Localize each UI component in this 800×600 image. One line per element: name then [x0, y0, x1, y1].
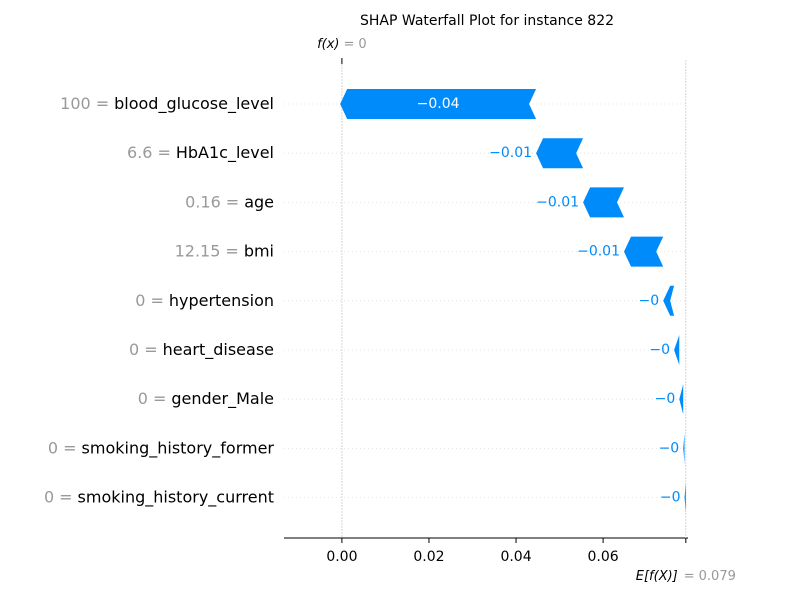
- ex-label: E[f(X)] = 0.079: [636, 569, 736, 584]
- value-label: −0: [639, 293, 660, 309]
- bar: [684, 482, 686, 513]
- value-label: −0: [660, 490, 681, 506]
- value-label: −0.04: [417, 96, 460, 112]
- ex-sep: =: [684, 569, 695, 584]
- fx-value: 0: [358, 37, 366, 52]
- feature-label: 100 = blood_glucose_level: [60, 94, 274, 114]
- bar: [663, 285, 675, 316]
- feature-label: 12.15 = bmi: [175, 241, 274, 260]
- feature-label: 0.16 = age: [185, 192, 274, 211]
- fx-sep: =: [344, 37, 355, 52]
- feature-value: 0: [135, 290, 145, 309]
- fx-label: f(x) = 0: [317, 37, 367, 52]
- bar: [674, 335, 680, 365]
- feature-value: 100: [60, 94, 91, 113]
- value-label: −0.01: [489, 145, 532, 161]
- feature-name: hypertension: [169, 290, 274, 309]
- feature-name: HbA1c_level: [176, 143, 274, 163]
- value-label: −0.01: [536, 194, 579, 210]
- feature-sep: =: [226, 192, 239, 211]
- x-tick-label: 0.02: [413, 549, 444, 565]
- feature-value: 6.6: [127, 143, 152, 162]
- value-label: −0: [655, 391, 676, 407]
- feature-name: smoking_history_former: [82, 438, 275, 458]
- feature-name: smoking_history_current: [78, 487, 274, 507]
- feature-sep: =: [96, 94, 109, 113]
- ex-value: 0.079: [699, 569, 736, 584]
- feature-name: heart_disease: [163, 340, 274, 360]
- bar: [536, 138, 584, 169]
- feature-sep: =: [157, 143, 170, 162]
- feature-label: 0 = heart_disease: [129, 340, 274, 360]
- feature-label: 0 = smoking_history_former: [48, 438, 274, 458]
- feature-value: 0: [48, 438, 58, 457]
- feature-value: 0: [44, 487, 54, 506]
- x-tick-label: 0.00: [326, 549, 357, 565]
- bar: [583, 187, 625, 218]
- feature-name: bmi: [244, 241, 274, 260]
- feature-value: 0: [138, 389, 148, 408]
- feature-sep: =: [59, 487, 72, 506]
- feature-sep: =: [144, 340, 157, 359]
- ex-name: E[f(X)]: [636, 569, 678, 584]
- feature-sep: =: [150, 290, 163, 309]
- feature-label: 6.6 = HbA1c_level: [127, 143, 274, 163]
- feature-sep: =: [225, 241, 238, 260]
- value-label: −0: [649, 342, 670, 358]
- x-tick-label: 0.06: [588, 549, 619, 565]
- value-label: −0.01: [577, 244, 620, 260]
- feature-value: 12.15: [175, 241, 221, 260]
- feature-name: age: [244, 192, 274, 211]
- feature-sep: =: [153, 389, 166, 408]
- feature-name: blood_glucose_level: [114, 94, 274, 114]
- feature-value: 0.16: [185, 192, 221, 211]
- x-tick-label: 0.04: [500, 549, 531, 565]
- bar: [683, 433, 685, 464]
- chart-title: SHAP Waterfall Plot for instance 822: [360, 13, 614, 29]
- feature-label: 0 = gender_Male: [138, 389, 274, 409]
- feature-sep: =: [63, 438, 76, 457]
- bar: [624, 236, 664, 267]
- feature-value: 0: [129, 340, 139, 359]
- bar: [340, 89, 537, 119]
- fx-name: f(x): [317, 37, 339, 52]
- feature-label: 0 = hypertension: [135, 290, 274, 309]
- feature-label: 0 = smoking_history_current: [44, 487, 274, 507]
- feature-name: gender_Male: [171, 389, 274, 409]
- value-label: −0: [659, 440, 680, 456]
- bar: [679, 384, 684, 415]
